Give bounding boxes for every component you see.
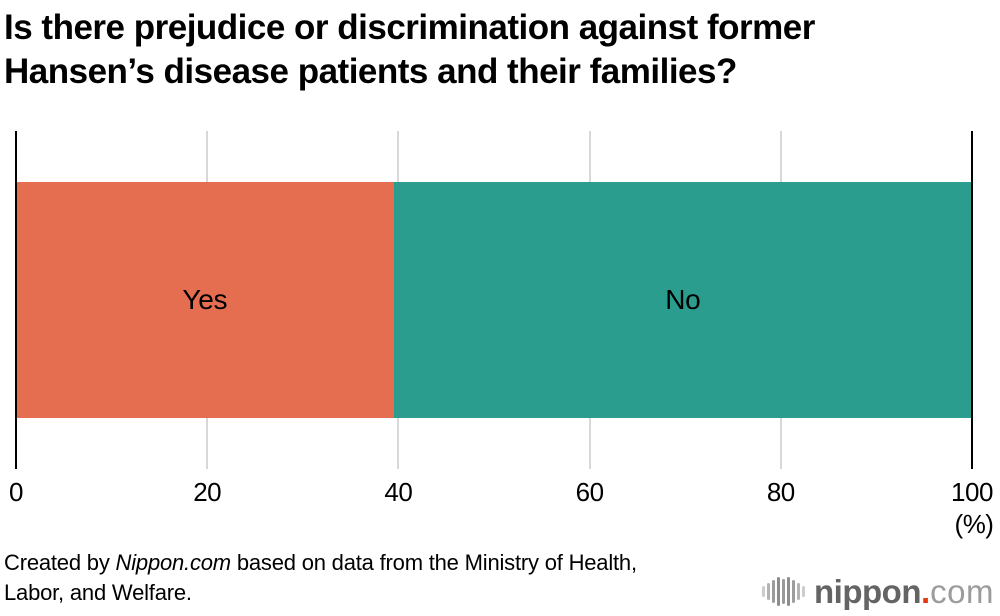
nippon-logo-text: nippon.com [814,575,994,608]
x-tick-60: 60 [575,477,604,507]
credit-line1-rest: based on data from the Ministry of Healt… [230,550,637,575]
footer-credit: Created by Nippon.com based on data from… [4,548,684,608]
stacked-bar: Yes No [16,182,972,418]
logo-dot: . [920,573,931,610]
credit-brand: Nippon.com [115,550,232,575]
axis-line-0 [15,131,17,469]
bar-segment-yes: Yes [16,182,394,418]
audio-wave-icon [762,576,806,608]
axis-unit-label: (%) [954,509,994,539]
x-tick-40: 40 [384,477,413,507]
credit-line2: Labor, and Welfare. [4,580,192,605]
chart-title: Is there prejudice or discrimination aga… [4,6,984,94]
x-tick-100: 100 [951,477,993,507]
logo-tld: com [930,573,994,610]
chart-title-line1: Is there prejudice or discrimination aga… [4,8,815,47]
bar-segment-no-label: No [665,284,701,315]
nippon-logo: nippon.com [762,575,994,608]
x-tick-80: 80 [766,477,795,507]
logo-name: nippon [814,573,921,610]
x-tick-0: 0 [9,477,23,507]
bar-segment-yes-label: Yes [182,284,228,315]
x-tick-20: 20 [193,477,222,507]
credit-prefix: Created by [4,550,116,575]
axis-line-100 [971,131,973,469]
plot-area: Yes No [15,131,973,469]
bar-segment-no: No [393,182,972,418]
chart-title-line2: Hansen’s disease patients and their fami… [4,52,737,91]
x-axis: 0 20 40 60 80 100 [9,477,993,509]
